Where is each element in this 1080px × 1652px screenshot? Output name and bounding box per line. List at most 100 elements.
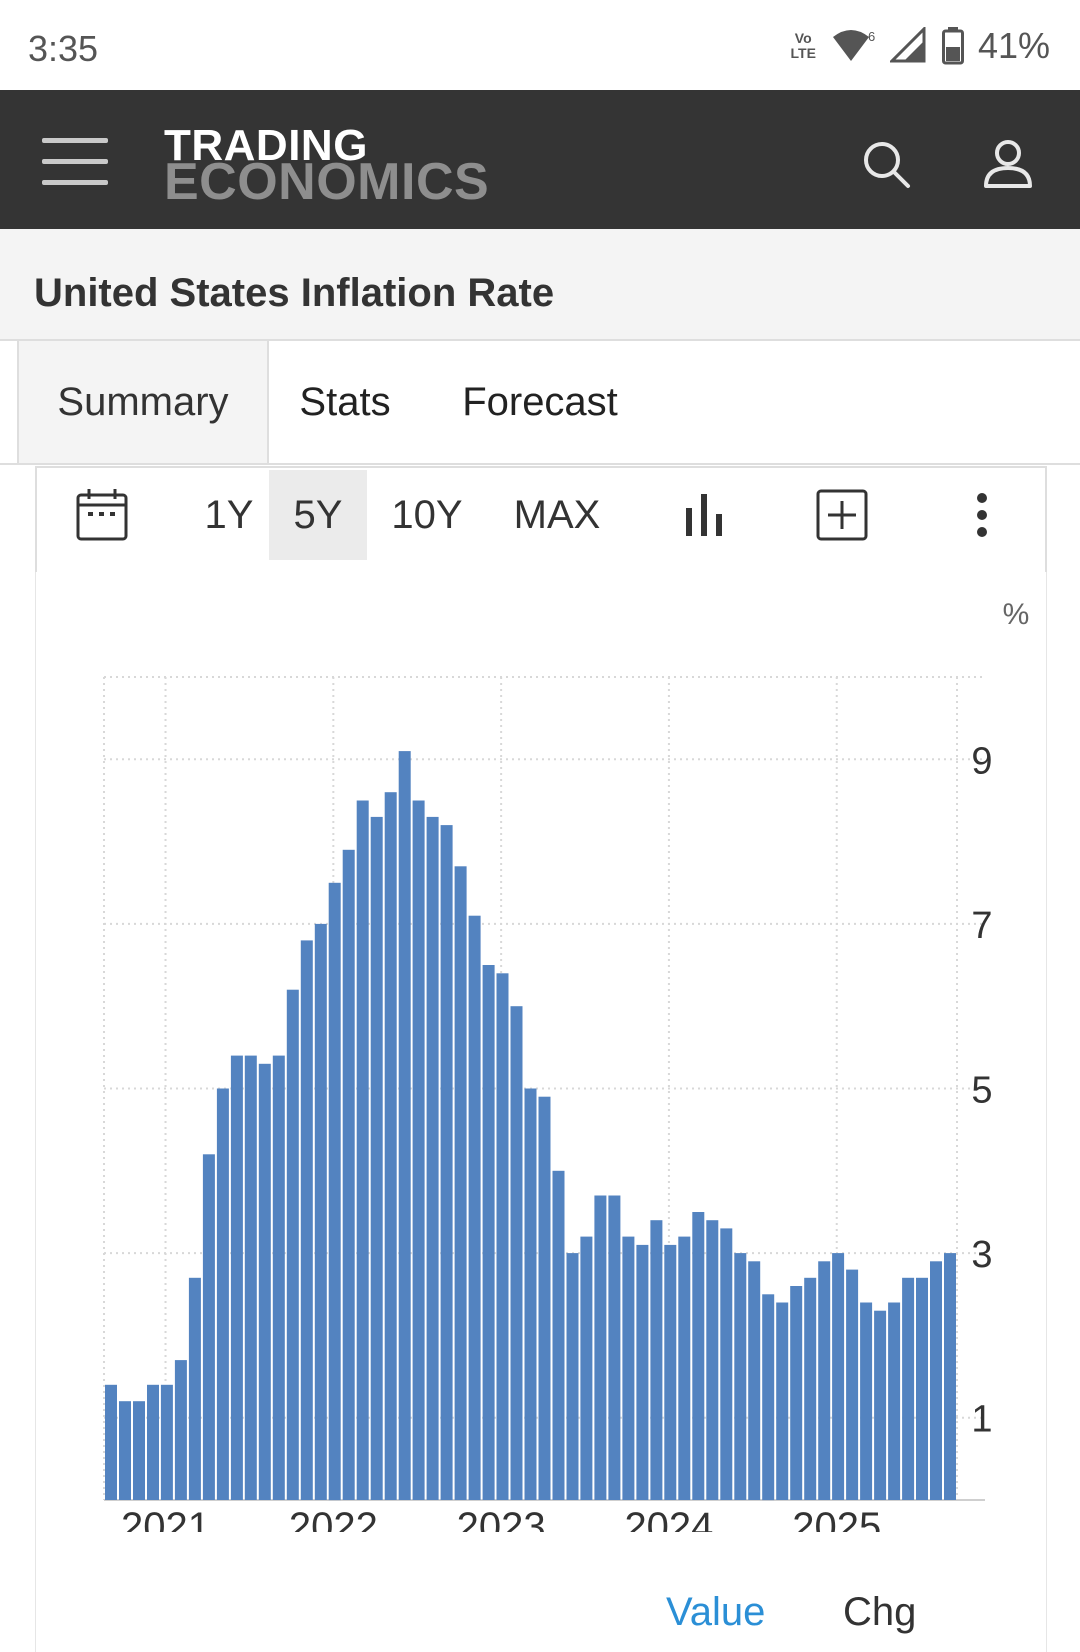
x-tick-label: 2022: [289, 1505, 378, 1532]
calendar-icon[interactable]: [57, 470, 147, 560]
bar: [916, 1277, 928, 1500]
menu-icon[interactable]: [42, 138, 108, 186]
bar: [384, 792, 397, 1500]
bar: [650, 1220, 663, 1500]
bar: [244, 1055, 257, 1500]
search-icon[interactable]: [860, 138, 912, 190]
battery-percent: 41%: [977, 25, 1050, 66]
range-10y-button[interactable]: 10Y: [391, 492, 463, 537]
bar: [706, 1220, 719, 1500]
tab-summary[interactable]: Summary: [17, 341, 269, 463]
bar: [524, 1088, 537, 1500]
bar: [133, 1401, 145, 1500]
range-5y-button[interactable]: 5Y: [269, 470, 367, 560]
bar: [454, 866, 467, 1500]
bar: [566, 1253, 579, 1500]
bar: [342, 849, 355, 1500]
bar: [468, 915, 481, 1500]
bar: [286, 989, 299, 1500]
status-bar: 3:35 Vo LTE 6 41%: [0, 0, 1080, 90]
x-tick-label: 2025: [792, 1505, 881, 1532]
y-tick-label: 9: [971, 740, 992, 782]
bar: [356, 800, 369, 1500]
bar: [300, 940, 313, 1500]
bar: [202, 1154, 215, 1500]
bar: [230, 1055, 243, 1500]
x-tick-label: 2021: [121, 1505, 210, 1532]
y-tick-label: 5: [971, 1070, 992, 1112]
bar: [790, 1286, 803, 1500]
bar: [552, 1170, 565, 1500]
bar: [160, 1384, 173, 1500]
volte-indicator: Vo LTE: [790, 30, 816, 61]
bar: [608, 1195, 621, 1500]
range-1y-button[interactable]: 1Y: [204, 492, 254, 537]
bar: [720, 1228, 733, 1500]
bar: [147, 1384, 159, 1500]
bar: [412, 800, 425, 1500]
bar: [510, 1006, 523, 1500]
status-icons: Vo LTE 6 41%: [790, 25, 1050, 66]
bar: [776, 1302, 789, 1500]
battery-icon: [941, 27, 964, 65]
signal-icon: [889, 27, 926, 63]
range-max-button[interactable]: MAX: [513, 492, 601, 537]
compare-add-icon[interactable]: [807, 470, 877, 560]
bar: [272, 1055, 285, 1500]
bar: [426, 816, 439, 1500]
bar: [328, 882, 341, 1501]
bar: [370, 816, 383, 1500]
bar: [216, 1088, 229, 1500]
bar: [622, 1236, 635, 1500]
y-tick-label: 1: [971, 1399, 992, 1441]
bar: [580, 1236, 593, 1500]
chart-type-icon[interactable]: [669, 470, 739, 560]
title-band: United States Inflation Rate: [0, 229, 1080, 341]
bar: [258, 1063, 271, 1500]
chg-toggle[interactable]: Chg: [843, 1590, 917, 1634]
page-title: United States Inflation Rate: [34, 271, 555, 315]
value-toggle[interactable]: Value: [666, 1590, 766, 1634]
bar: [482, 965, 495, 1500]
bar: [496, 973, 509, 1500]
bar: [804, 1277, 817, 1500]
tab-forecast[interactable]: Forecast: [462, 379, 618, 424]
bar: [762, 1294, 775, 1501]
x-tick-label: 2023: [457, 1505, 546, 1532]
inflation-bar-chart[interactable]: % 1 3 5 7 9 2021 2022 2023 2024 2025: [36, 572, 1046, 1532]
tab-stats[interactable]: Stats: [299, 379, 391, 424]
y-tick-label: 3: [971, 1234, 992, 1276]
bar: [930, 1261, 942, 1500]
bar: [678, 1236, 691, 1500]
bar: [188, 1277, 201, 1500]
y-tick-label: 7: [971, 905, 992, 947]
bar: [818, 1261, 831, 1500]
bar: [874, 1310, 887, 1500]
bar: [734, 1253, 747, 1500]
more-options-icon[interactable]: [957, 470, 1007, 560]
user-icon[interactable]: [982, 138, 1034, 190]
bar: [692, 1212, 705, 1500]
bar: [119, 1401, 131, 1500]
bar: [846, 1269, 859, 1500]
bar: [888, 1302, 901, 1500]
svg-text:6: 6: [868, 29, 875, 44]
chart-toolbar: 1Y 5Y 10Y MAX: [35, 466, 1047, 574]
bar: [105, 1384, 117, 1500]
status-time: 3:35: [28, 28, 99, 69]
bar: [594, 1195, 607, 1500]
tab-bar: Summary Stats Forecast: [0, 341, 1080, 465]
bar: [748, 1261, 761, 1500]
bar: [664, 1244, 677, 1500]
bar: [538, 1096, 551, 1500]
wifi-icon: 6: [832, 29, 875, 61]
bar: [902, 1277, 915, 1500]
bar: [944, 1253, 956, 1500]
bar: [832, 1253, 845, 1500]
x-tick-label: 2024: [624, 1505, 713, 1532]
app-header: TRADING ECONOMICS: [0, 90, 1080, 229]
trading-economics-logo[interactable]: TRADING ECONOMICS: [164, 121, 490, 211]
bar: [398, 751, 411, 1500]
bar: [440, 825, 453, 1500]
chart-panel: % 1 3 5 7 9 2021 2022 2023 2024 2025: [35, 572, 1047, 1652]
